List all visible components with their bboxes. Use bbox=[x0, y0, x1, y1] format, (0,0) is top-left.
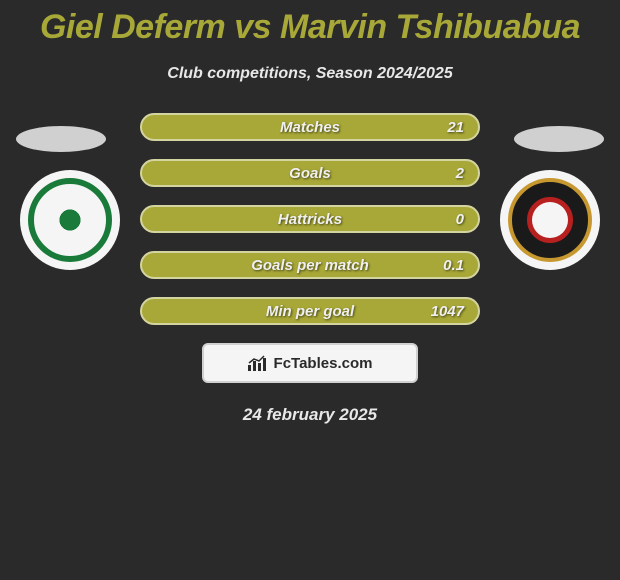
seraing-badge-core bbox=[532, 202, 568, 238]
comparison-date: 24 february 2025 bbox=[0, 405, 620, 425]
stat-label: Hattricks bbox=[278, 211, 342, 228]
comparison-title: Giel Deferm vs Marvin Tshibuabua bbox=[0, 0, 620, 47]
stat-value-right: 1047 bbox=[431, 303, 464, 320]
fctables-logo-box: FcTables.com bbox=[202, 343, 418, 383]
stat-label: Min per goal bbox=[266, 303, 354, 320]
fctables-logo-text: FcTables.com bbox=[274, 355, 373, 372]
stat-row: Min per goal 1047 bbox=[140, 297, 480, 325]
stat-value-right: 21 bbox=[447, 119, 464, 136]
season-subtitle: Club competitions, Season 2024/2025 bbox=[0, 65, 620, 83]
stat-row: Hattricks 0 bbox=[140, 205, 480, 233]
chart-icon bbox=[248, 355, 268, 371]
stat-row: Goals 2 bbox=[140, 159, 480, 187]
stat-value-right: 0 bbox=[456, 211, 464, 228]
stat-label: Matches bbox=[280, 119, 340, 136]
stat-label: Goals bbox=[289, 165, 331, 182]
stat-label: Goals per match bbox=[251, 257, 369, 274]
stat-value-right: 2 bbox=[456, 165, 464, 182]
stats-container: Matches 21 Goals 2 Hattricks 0 Goals per match… bbox=[0, 113, 620, 325]
stat-row: Matches 21 bbox=[140, 113, 480, 141]
stat-value-right: 0.1 bbox=[443, 257, 464, 274]
stat-row: Goals per match 0.1 bbox=[140, 251, 480, 279]
